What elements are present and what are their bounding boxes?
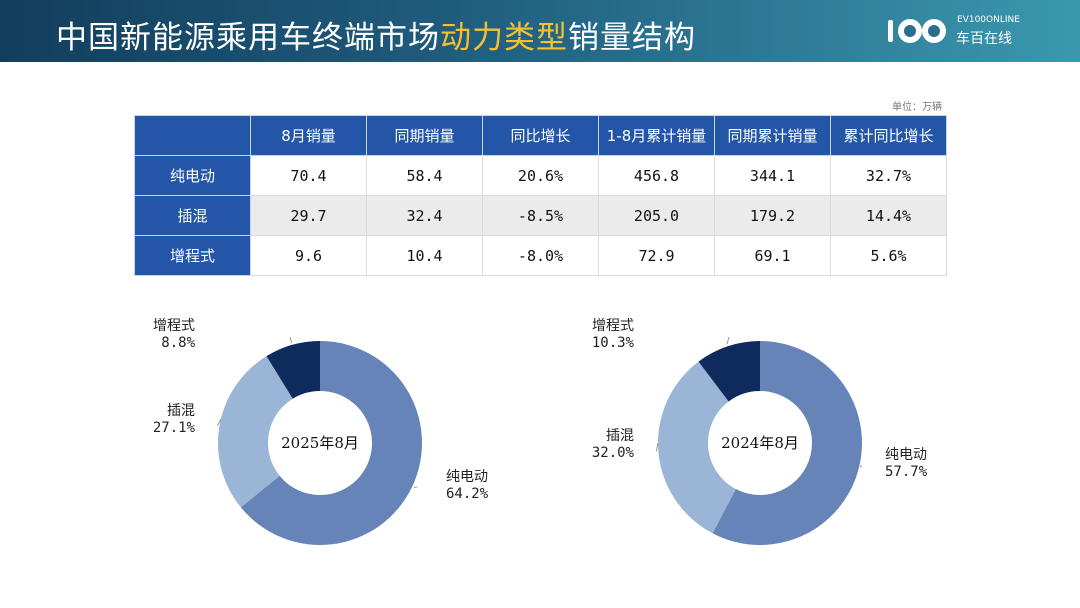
row-label: 纯电动 (134, 155, 251, 196)
table-cell: 179.2 (714, 195, 831, 236)
table-header-cell: 同期累计销量 (714, 115, 831, 156)
table-cell: 32.4 (366, 195, 483, 236)
slice-category-label: 增程式 (592, 318, 634, 334)
table-cell: 72.9 (598, 235, 715, 276)
slice-category-label: 插混 (606, 428, 634, 444)
table-cell: -8.0% (482, 235, 599, 276)
slice-value-label: 32.0% (592, 445, 635, 461)
table-cell: 20.6% (482, 155, 599, 196)
donut-slice (266, 341, 320, 399)
table-cell: 456.8 (598, 155, 715, 196)
slice-value-label: 27.1% (153, 420, 196, 436)
table-header-blank (134, 115, 251, 156)
table-row: 增程式 9.6 10.4 -8.0% 72.9 69.1 5.6% (134, 235, 947, 276)
sales-table: 8月销量 同期销量 同比增长 1-8月累计销量 同期累计销量 累计同比增长 纯电… (134, 115, 947, 276)
title-highlight: 动力类型 (440, 20, 568, 56)
table-row: 纯电动 70.4 58.4 20.6% 456.8 344.1 32.7% (134, 155, 947, 196)
slice-category-label: 增程式 (153, 318, 195, 334)
table-cell: 58.4 (366, 155, 483, 196)
donut-center-label: 2025年8月 (281, 434, 359, 452)
table-cell: 32.7% (830, 155, 947, 196)
slice-category-label: 纯电动 (446, 469, 488, 485)
table-cell: 14.4% (830, 195, 947, 236)
leader-line (726, 336, 730, 345)
table-header-row: 8月销量 同期销量 同比增长 1-8月累计销量 同期累计销量 累计同比增长 (134, 115, 947, 156)
table-cell: 205.0 (598, 195, 715, 236)
donut-slice (712, 341, 862, 545)
logo-mark-icon (888, 19, 946, 43)
leader-line (289, 336, 293, 344)
table-header-cell: 累计同比增长 (830, 115, 947, 156)
slice-value-label: 57.7% (885, 464, 928, 480)
title-prefix: 中国新能源乘用车终端市场 (56, 20, 440, 56)
table-cell: 344.1 (714, 155, 831, 196)
table-cell: 5.6% (830, 235, 947, 276)
slice-category-label: 纯电动 (885, 447, 927, 463)
row-label: 增程式 (134, 235, 251, 276)
slice-value-label: 10.3% (592, 335, 635, 351)
logo-text-bottom: 车百在线 (956, 31, 1012, 47)
unit-label: 单位：万辆 (892, 102, 942, 113)
slice-category-label: 插混 (167, 403, 195, 419)
table-cell: -8.5% (482, 195, 599, 236)
slice-value-label: 64.2% (446, 486, 489, 502)
donut-slice (698, 341, 760, 402)
table-header-cell: 同期销量 (366, 115, 483, 156)
table-cell: 29.7 (250, 195, 367, 236)
table-cell: 10.4 (366, 235, 483, 276)
leader-line (655, 442, 659, 452)
slice-value-label: 8.8% (161, 335, 195, 351)
logo-text-top: EV100ONLINE (957, 15, 1020, 25)
table-cell: 70.4 (250, 155, 367, 196)
table-header-cell: 1-8月累计销量 (598, 115, 715, 156)
donut-slice (218, 356, 293, 508)
row-label: 插混 (134, 195, 251, 236)
donut-slice (658, 361, 736, 534)
header-bar: 中国新能源乘用车终端市场动力类型销量结构 EV100ONLINE 车百在线 (0, 0, 1080, 62)
brand-logo: EV100ONLINE 车百在线 (886, 14, 1036, 50)
title-suffix: 销量结构 (568, 20, 696, 56)
table-cell: 69.1 (714, 235, 831, 276)
table-header-cell: 8月销量 (250, 115, 367, 156)
leader-line (413, 486, 418, 489)
table-cell: 9.6 (250, 235, 367, 276)
page-title: 中国新能源乘用车终端市场动力类型销量结构 (56, 12, 696, 57)
donut-center-label: 2024年8月 (721, 434, 799, 452)
table-header-cell: 同比增长 (482, 115, 599, 156)
donut-slice (240, 341, 423, 545)
table-row: 插混 29.7 32.4 -8.5% 205.0 179.2 14.4% (134, 195, 947, 236)
leader-line (217, 418, 222, 426)
